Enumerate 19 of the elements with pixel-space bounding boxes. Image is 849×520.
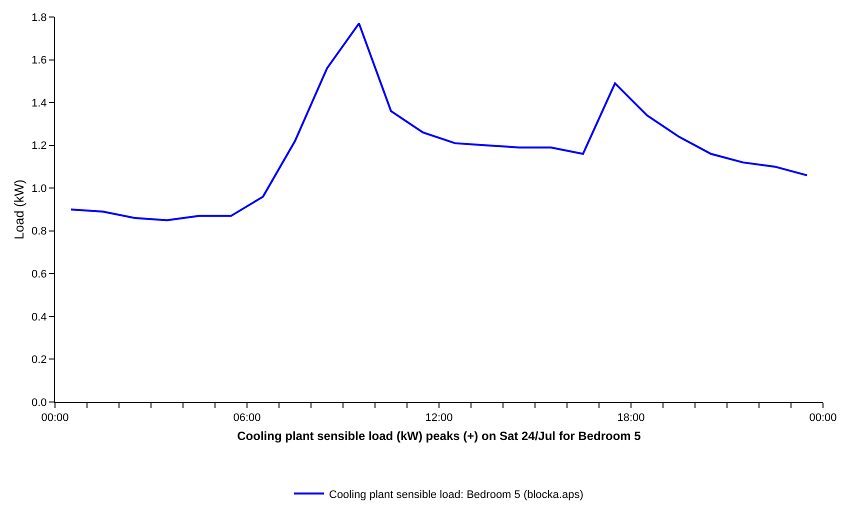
- y-tick-label: 1.2: [32, 140, 47, 152]
- x-tick-label: 00:00: [809, 412, 837, 424]
- y-tick-label: 0.8: [32, 226, 47, 238]
- y-tick-label: 0.4: [32, 311, 47, 324]
- x-tick-label: 00:00: [41, 412, 69, 424]
- y-tick-label: 0.0: [32, 396, 47, 409]
- y-axis-title: Load (kW): [11, 180, 26, 240]
- y-tick-label: 0.6: [32, 268, 47, 281]
- y-tick-label: 1.4: [32, 97, 47, 110]
- y-tick-label: 1.8: [32, 12, 47, 24]
- x-axis-title: Cooling plant sensible load (kW) peaks (+) on Sat 24/Jul for Bedroom 5: [237, 429, 642, 444]
- x-tick-label: 12:00: [425, 412, 453, 424]
- x-tick-label: 06:00: [233, 412, 261, 424]
- y-tick-label: 0.2: [32, 354, 47, 366]
- y-tick-label: 1.0: [32, 182, 47, 195]
- x-tick-label: 18:00: [617, 412, 645, 424]
- y-tick-label: 1.6: [32, 54, 47, 67]
- legend-label: Cooling plant sensible load: Bedroom 5 (blocka.aps): [329, 488, 584, 501]
- line-series: [70, 22, 808, 222]
